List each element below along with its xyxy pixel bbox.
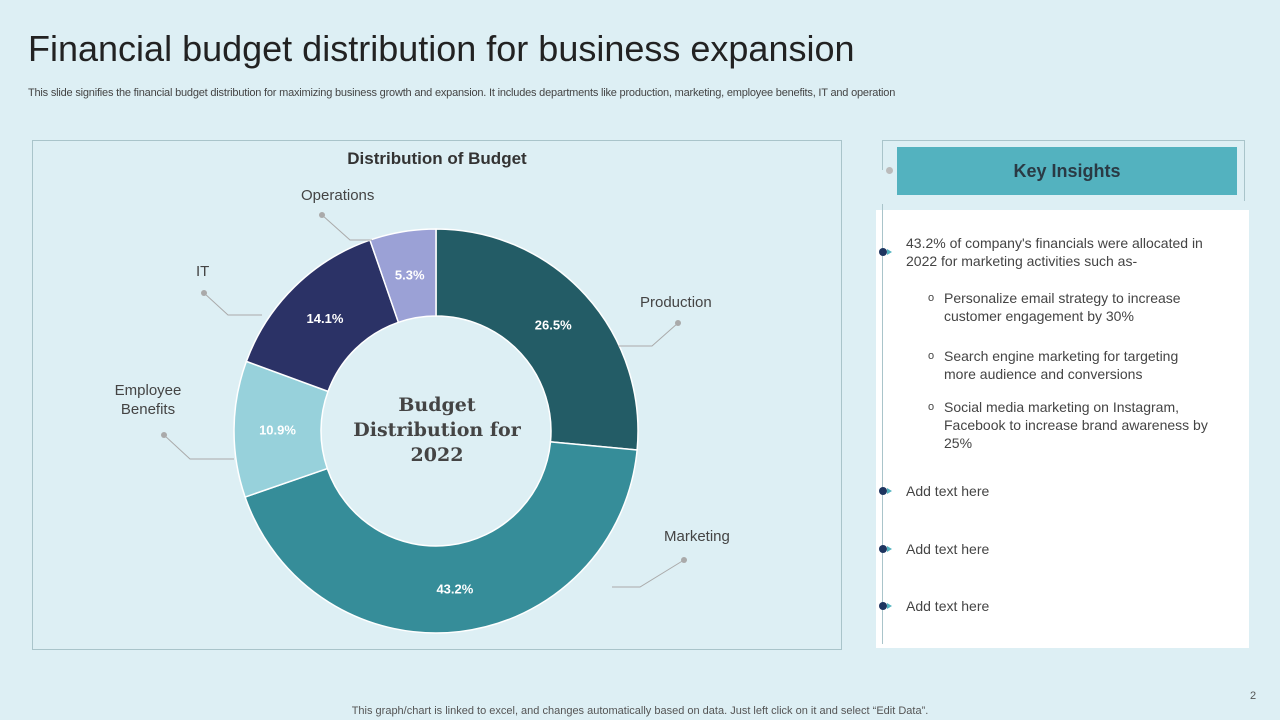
page-subtitle: This slide signifies the financial budge… [28, 87, 896, 99]
slice-production[interactable] [435, 228, 639, 451]
data-label: 43.2% [436, 581, 473, 596]
insights-frame [882, 140, 1245, 201]
insight-item: Add text here [906, 483, 990, 499]
leader-line [163, 434, 234, 460]
slice-marketing[interactable] [244, 441, 638, 634]
bullet-icon [879, 545, 892, 553]
legend-label-it: IT [196, 263, 210, 280]
center-label: Budget Distribution for 2022 [330, 393, 544, 468]
data-label: 10.9% [259, 423, 296, 438]
data-label: 14.1% [307, 311, 344, 326]
slice-operations[interactable] [369, 228, 437, 324]
insight-item: Add text here [906, 541, 990, 557]
leader-dot [319, 212, 325, 218]
center-line: 2022 [410, 444, 464, 466]
connector-dot [886, 167, 893, 174]
page-title: Financial budget distribution for busine… [28, 28, 855, 69]
leader-line [612, 559, 685, 588]
center-line: Budget [398, 394, 476, 416]
insight-sub: Personalize email strategy to increase c… [928, 289, 1214, 325]
leader-dot [161, 432, 167, 438]
bullet-icon [879, 487, 892, 495]
leader-dot [681, 557, 687, 563]
leader-dot [675, 320, 681, 326]
insights-header: Key Insights [897, 147, 1237, 195]
chart-container[interactable]: Distribution of Budget [32, 140, 842, 650]
legend-label-employee-benefits: Employee Benefits [114, 382, 182, 418]
page-number: 2 [1250, 690, 1257, 702]
leader-dot [201, 290, 207, 296]
data-label: 5.3% [395, 268, 425, 283]
leader-line [321, 214, 372, 241]
insight-main: 43.2% of company's financials were alloc… [906, 235, 1203, 269]
legend-label-marketing: Marketing [664, 528, 730, 545]
leader-line [618, 322, 679, 347]
insights-panel: 43.2% of company's financials were alloc… [876, 204, 1249, 648]
insight-sub: Search engine marketing for targeting mo… [928, 347, 1214, 383]
insight-sub: Social media marketing on Instagram, Fac… [928, 398, 1214, 452]
chart-title: Distribution of Budget [347, 149, 527, 168]
leader-line [203, 292, 262, 316]
insight-item: Add text here [906, 598, 990, 614]
footer-note: This graph/chart is linked to excel, and… [351, 705, 929, 717]
data-label: 26.5% [535, 317, 572, 332]
bullet-icon [879, 248, 892, 256]
legend-label-operations: Operations [301, 187, 375, 204]
center-line: Distribution for [353, 419, 521, 441]
bullet-icon [879, 602, 892, 610]
legend-label-production: Production [640, 294, 712, 311]
